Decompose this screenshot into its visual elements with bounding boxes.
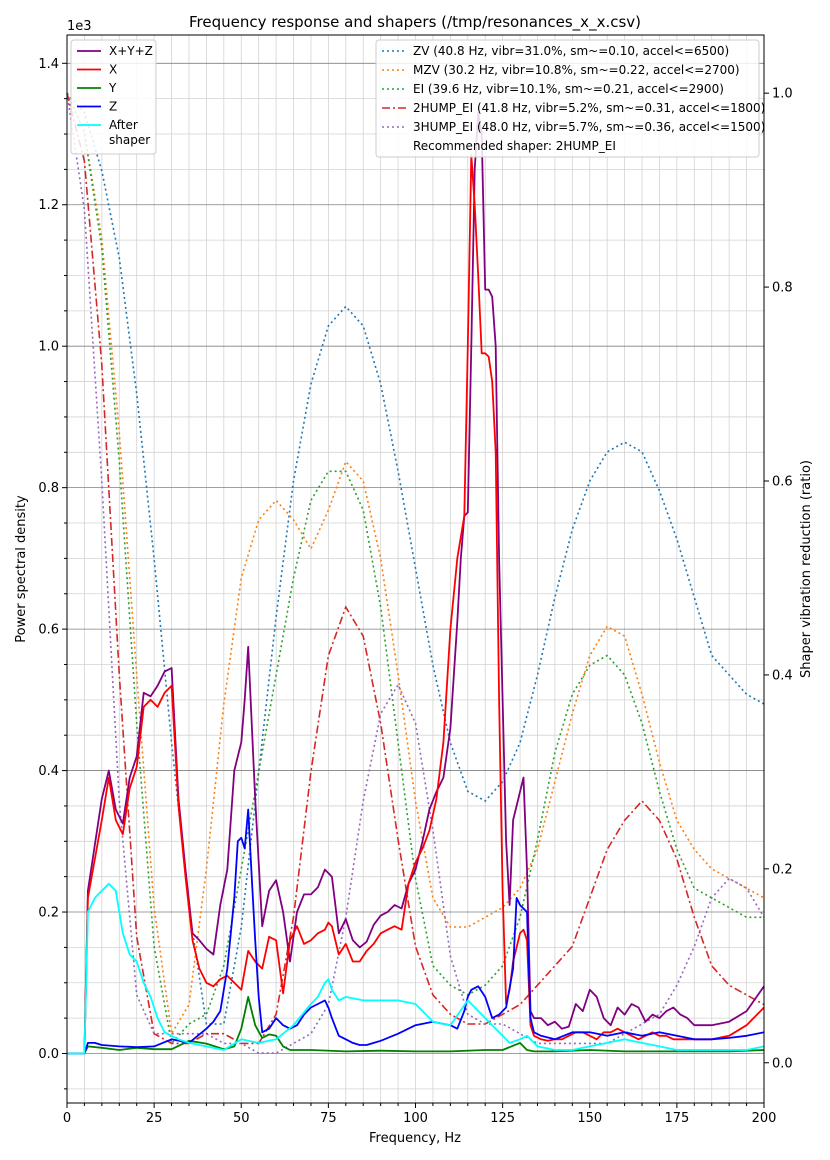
y-offset-label: 1e3 — [67, 19, 92, 34]
x-tick-label: 150 — [577, 1111, 602, 1126]
recommended-shaper-text: Recommended shaper: 2HUMP_EI — [413, 139, 616, 153]
grid — [66, 35, 765, 1103]
x-tick-label: 75 — [320, 1111, 337, 1126]
y-tick-label: 0.0 — [38, 1047, 59, 1062]
psd-line-x-y-z — [67, 111, 765, 1055]
y-axis-label: Power spectral density — [14, 495, 29, 643]
legend-psd-label: X+Y+Z — [109, 44, 153, 58]
legend-psd-label: After — [109, 118, 138, 132]
y-tick-label: 1.2 — [38, 198, 59, 213]
y-tick-label: 1.0 — [38, 340, 59, 355]
x-tick-label: 125 — [490, 1111, 515, 1126]
legend-psd-label: X — [109, 63, 117, 77]
legend-psd-label: Y — [108, 81, 117, 95]
y-tick-label: 0.4 — [38, 764, 59, 779]
y-tick-label: 1.4 — [38, 57, 59, 72]
y2-tick-label: 1.0 — [772, 87, 793, 102]
shaper-line-ei — [66, 92, 764, 1046]
shaper-line-mzv — [66, 92, 765, 1037]
y2-axis-label: Shaper vibration reduction (ratio) — [799, 460, 814, 678]
x-tick-label: 100 — [403, 1111, 428, 1126]
legend-shaper-label: EI (39.6 Hz, vibr=10.1%, sm~=0.21, accel… — [413, 82, 724, 96]
psd-line-y — [67, 996, 765, 1055]
x-tick-label: 25 — [146, 1111, 163, 1126]
y-tick-label: 0.2 — [38, 906, 59, 921]
chart-title: Frequency response and shapers (/tmp/res… — [189, 13, 641, 32]
legend-shaper-label: 2HUMP_EI (41.8 Hz, vibr=5.2%, sm~=0.31, … — [413, 101, 765, 115]
x-tick-label: 175 — [664, 1111, 689, 1126]
legend-shaper-label: ZV (40.8 Hz, vibr=31.0%, sm~=0.10, accel… — [413, 44, 729, 58]
y2-tick-label: 0.0 — [772, 1056, 793, 1071]
legend-shapers: ZV (40.8 Hz, vibr=31.0%, sm~=0.10, accel… — [375, 39, 765, 158]
legend-psd-label: Z — [109, 100, 117, 114]
psd-line-after-shaper — [67, 882, 765, 1055]
legend-shapers-box — [375, 39, 760, 158]
legend-psd-label: shaper — [109, 133, 150, 147]
y-tick-label: 0.6 — [38, 623, 59, 638]
psd-line-z — [67, 808, 765, 1055]
y2-tick-label: 0.4 — [772, 668, 793, 683]
y-tick-label: 0.8 — [38, 481, 59, 496]
legend-shaper-label: MZV (30.2 Hz, vibr=10.8%, sm~=0.22, acce… — [413, 63, 740, 77]
x-tick-label: 0 — [63, 1111, 71, 1126]
x-axis-label: Frequency, Hz — [369, 1131, 461, 1146]
x-tick-label: 50 — [233, 1111, 250, 1126]
shaper-line-3hump-ei — [66, 93, 765, 1054]
axis-ticks: 0 25 50 75 100 125 150 175 200 0.0 0.2 0.4 0.6 0.8 1.0… — [38, 57, 792, 1126]
y2-tick-label: 0.8 — [772, 281, 793, 296]
psd-lines — [67, 111, 765, 1055]
x-tick-label: 200 — [752, 1111, 777, 1126]
y2-tick-label: 0.2 — [772, 862, 793, 877]
y2-tick-label: 0.6 — [772, 475, 793, 490]
shaper-line-zv — [66, 92, 765, 1025]
legend-shaper-label: 3HUMP_EI (48.0 Hz, vibr=5.7%, sm~=0.36, … — [413, 120, 765, 134]
